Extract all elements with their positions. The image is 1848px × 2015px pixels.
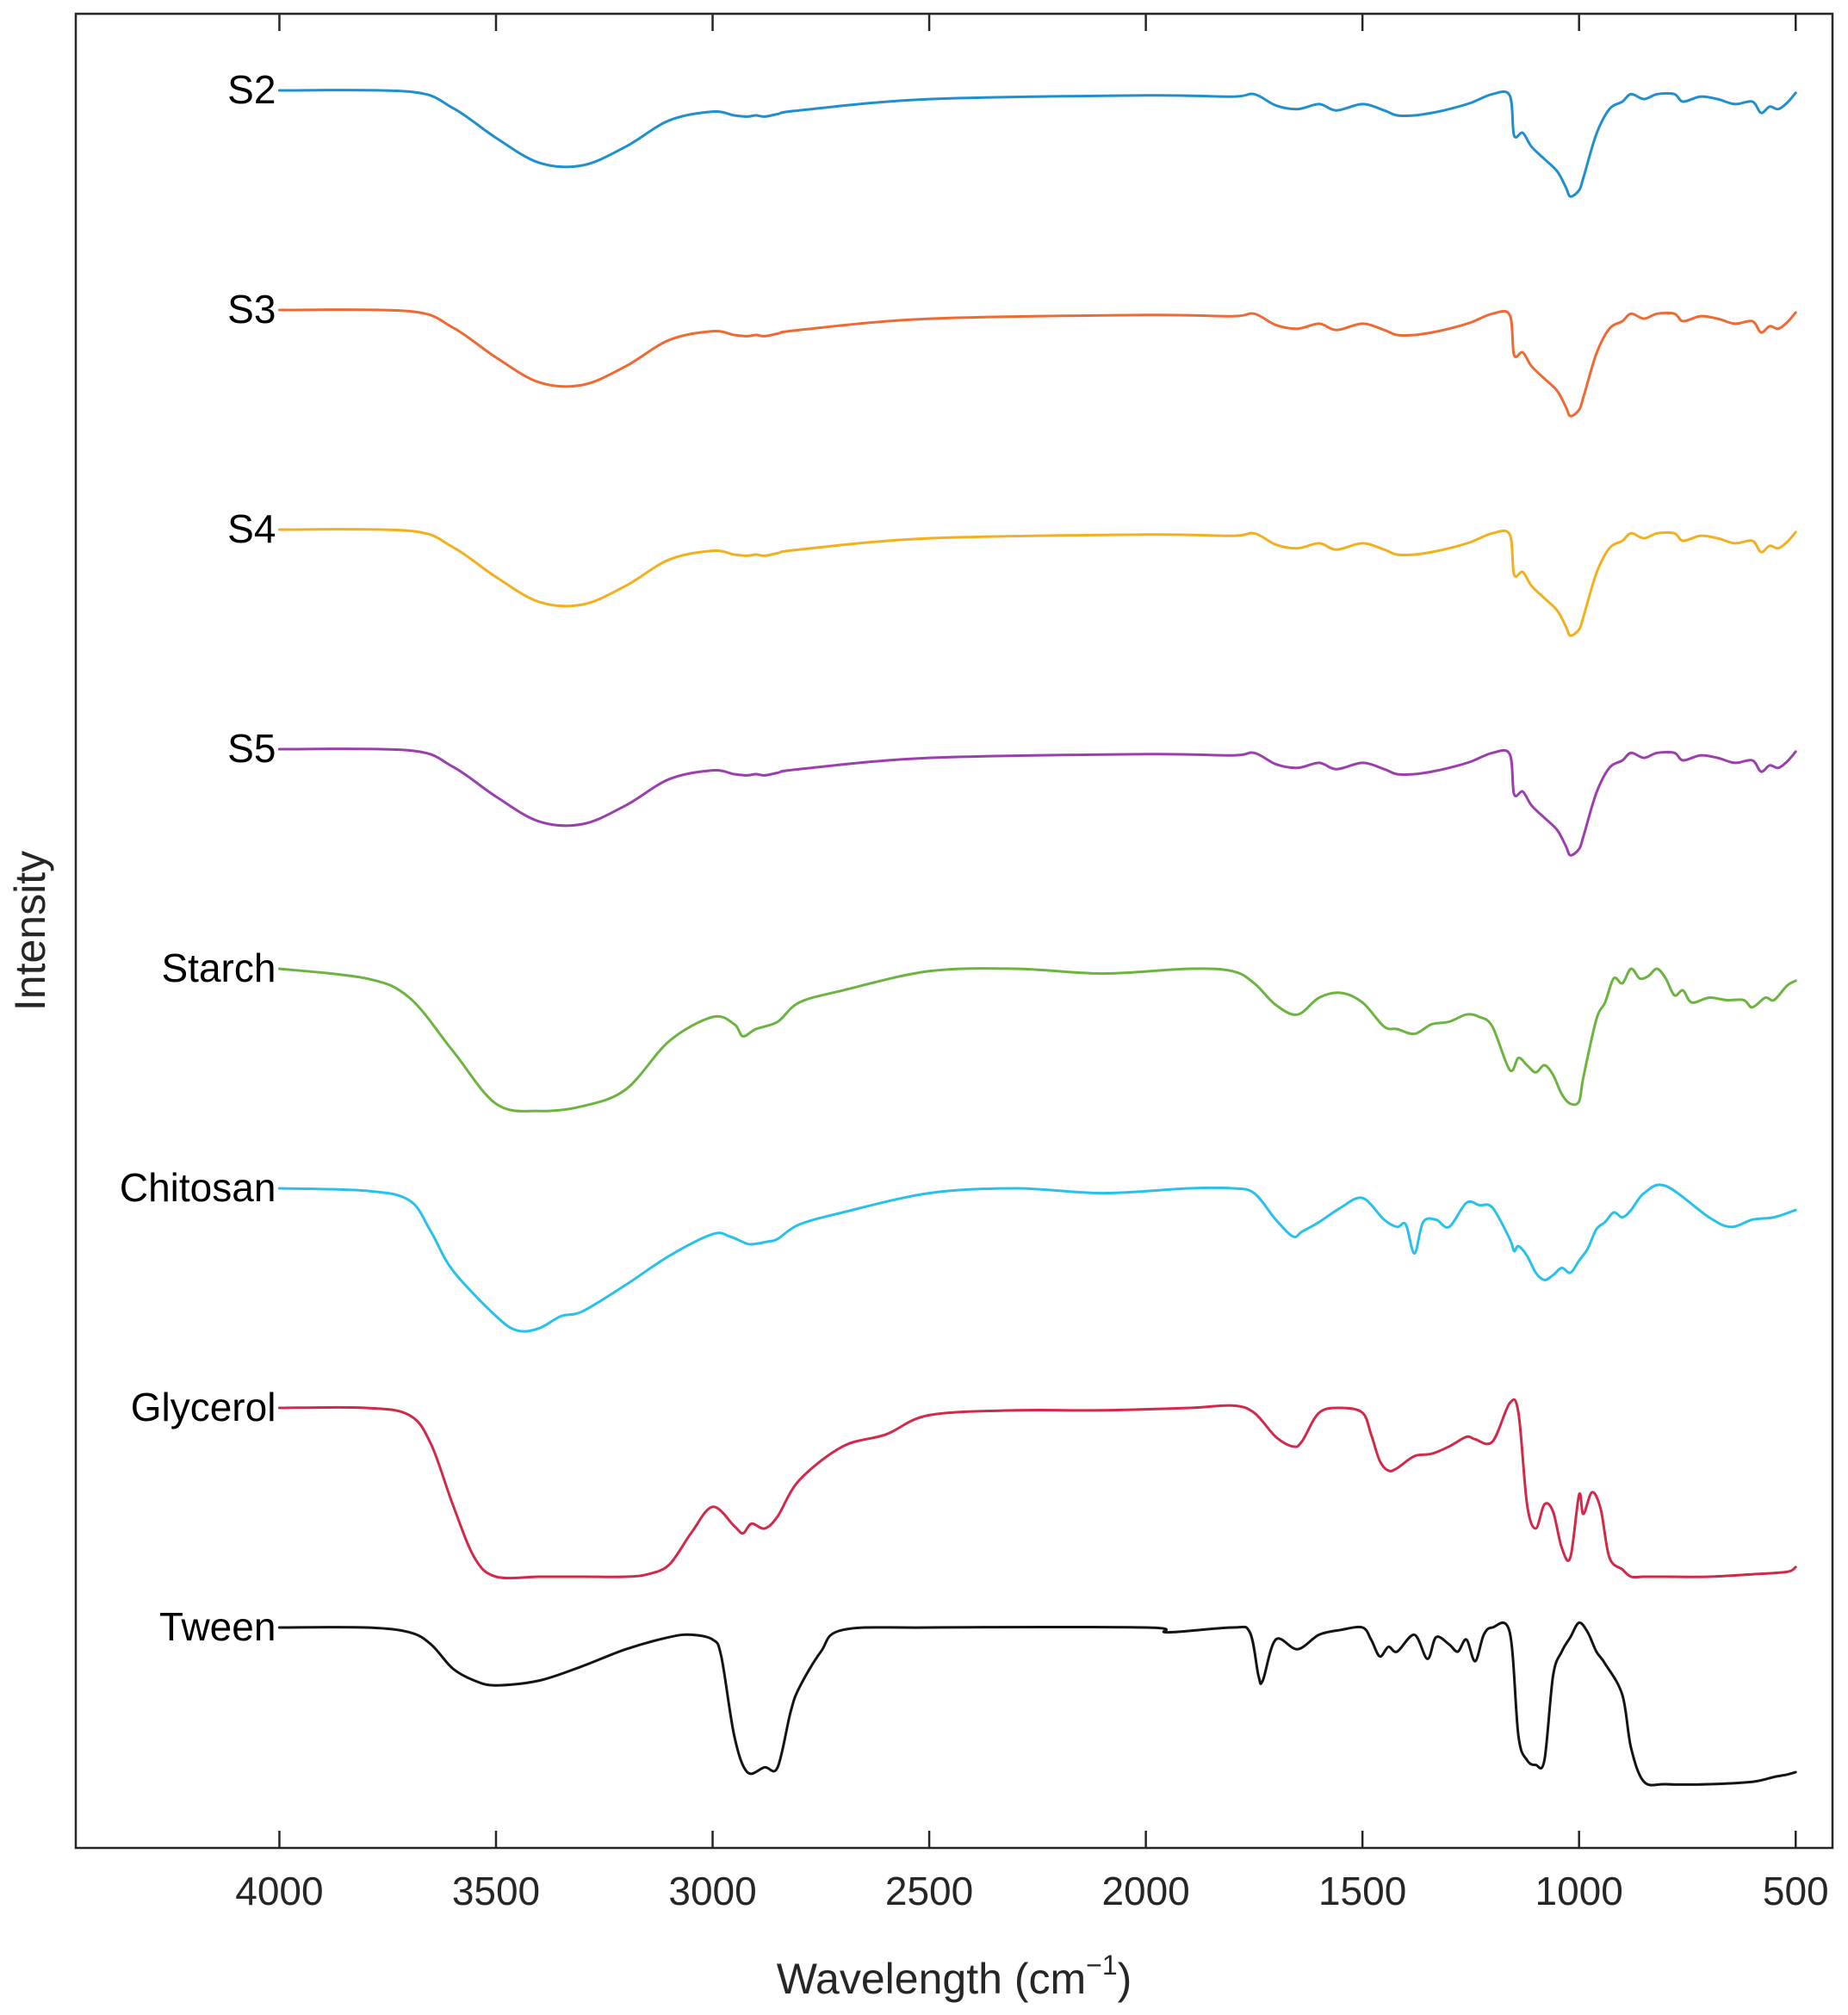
x-axis-title-exponent: −1 <box>1086 1950 1117 1981</box>
x-axis-title-unit: (cm <box>1014 1955 1086 2003</box>
trace-s4 <box>277 528 1797 637</box>
x-tick-label: 2000 <box>1101 1869 1189 1913</box>
trace-s2 <box>277 89 1797 198</box>
series-label-starch: Starch <box>161 946 276 990</box>
x-axis-title-main: Wavelength <box>777 1955 1002 2003</box>
x-axis-title: Wavelength (cm−1) <box>777 1950 1132 2003</box>
spectra-traces <box>277 89 1797 1787</box>
x-tick-label: 500 <box>1763 1869 1829 1913</box>
series-label-chitosan: Chitosan <box>120 1165 276 1210</box>
trace-starch <box>277 967 1797 1113</box>
series-label-s5: S5 <box>227 726 276 771</box>
series-label-glycerol: Glycerol <box>131 1385 276 1429</box>
trace-glycerol <box>277 1398 1797 1580</box>
x-tick-label: 1500 <box>1318 1869 1406 1913</box>
series-label-s3: S3 <box>227 287 276 332</box>
x-tick-label: 2500 <box>885 1869 973 1913</box>
x-axis-title-close: ) <box>1118 1955 1132 2003</box>
x-tick-label: 3000 <box>668 1869 756 1913</box>
x-axis-tick-labels: 4000 3500 3000 2500 2000 1500 1000 500 <box>235 1869 1828 1913</box>
series-labels: S2 S3 S4 S5 Starch Chitosan Glycerol Tween <box>120 67 276 1649</box>
x-tick-label: 1000 <box>1535 1869 1623 1913</box>
series-label-s4: S4 <box>227 506 276 551</box>
trace-chitosan <box>277 1183 1797 1333</box>
trace-s3 <box>277 308 1797 418</box>
series-label-tween: Tween <box>159 1604 276 1649</box>
plot-frame <box>74 12 1834 1850</box>
series-label-s2: S2 <box>227 67 276 112</box>
trace-s5 <box>277 747 1797 857</box>
y-axis-title: Intensity <box>6 851 54 1011</box>
x-tick-label: 3500 <box>452 1869 540 1913</box>
trace-tween <box>277 1621 1797 1787</box>
x-tick-label: 4000 <box>235 1869 323 1913</box>
x-axis-ticks <box>278 14 1797 1848</box>
